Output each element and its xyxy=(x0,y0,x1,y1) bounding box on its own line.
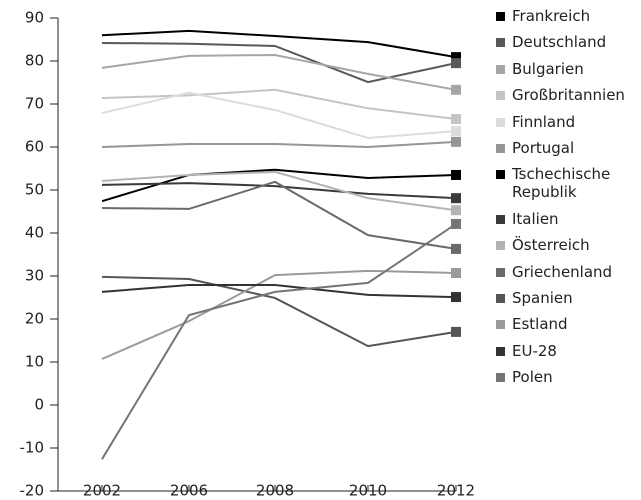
y-tick-label: -20 xyxy=(20,482,45,500)
legend-swatch xyxy=(496,143,505,153)
series-line xyxy=(101,269,457,360)
legend-swatch xyxy=(496,117,505,127)
legend-label: Tschechische Republik xyxy=(512,165,611,202)
legend-swatch xyxy=(496,267,505,277)
end-marker xyxy=(451,326,461,337)
y-tick-label: 0 xyxy=(34,396,44,414)
legend-label: Finnland xyxy=(512,112,576,131)
legend-label: Spanien xyxy=(512,288,573,307)
legend-item: Estland xyxy=(496,315,641,333)
series-line xyxy=(101,275,457,348)
legend-swatch xyxy=(496,91,505,101)
end-marker xyxy=(451,267,461,278)
legend-label: Frankreich xyxy=(512,7,591,25)
end-marker xyxy=(451,169,461,180)
x-tick-label: 2006 xyxy=(170,482,208,500)
y-tick-label: 20 xyxy=(25,310,44,328)
legend-swatch xyxy=(496,64,505,74)
y-tick-label: 30 xyxy=(25,267,44,285)
end-marker xyxy=(451,136,461,147)
series-line xyxy=(101,170,457,212)
legend-label: Italien xyxy=(512,209,559,228)
series-line xyxy=(101,91,457,139)
legend-item: Tschechische Republik xyxy=(496,165,641,201)
x-tick-label: 2012 xyxy=(437,482,475,500)
end-marker xyxy=(451,193,461,204)
end-marker xyxy=(451,84,461,95)
legend-label: Großbritannien xyxy=(512,86,625,105)
series-line xyxy=(101,140,457,149)
legend: Frankreich Deutschland Bulgarien Großbritan… xyxy=(496,7,641,394)
y-tick-label: 40 xyxy=(25,224,44,242)
end-marker xyxy=(451,52,461,63)
legend-label: EU-28 xyxy=(512,341,557,360)
series-line xyxy=(101,53,457,91)
legend-label: Polen xyxy=(512,368,553,387)
y-tick-label: 70 xyxy=(25,95,44,113)
x-tick-label: 2008 xyxy=(256,482,294,500)
legend-swatch xyxy=(496,12,505,21)
legend-label: Bulgarien xyxy=(512,59,584,78)
end-marker xyxy=(451,205,461,216)
legend-item: Großbritannien xyxy=(496,86,641,104)
legend-label: Griechenland xyxy=(512,262,613,281)
x-tick-label: 2010 xyxy=(349,482,387,500)
legend-label: Österreich xyxy=(512,236,590,255)
series-line xyxy=(101,180,457,250)
series-line xyxy=(101,182,457,200)
end-marker xyxy=(451,114,461,125)
legend-item: EU-28 xyxy=(496,342,641,360)
y-tick-label: 60 xyxy=(25,138,44,156)
series-line xyxy=(101,284,457,299)
legend-item: Deutschland xyxy=(496,33,641,51)
y-tick-label: -10 xyxy=(20,439,45,457)
end-marker xyxy=(451,58,461,69)
legend-item: Polen xyxy=(496,368,641,386)
legend-label: Portugal xyxy=(512,138,575,157)
legend-item: Bulgarien xyxy=(496,60,641,78)
y-tick-label: 80 xyxy=(25,52,44,70)
end-marker xyxy=(451,243,461,254)
legend-swatch xyxy=(496,346,505,356)
legend-item: Frankreich xyxy=(496,7,641,25)
series-line xyxy=(101,88,457,121)
y-tick-label: 10 xyxy=(25,353,44,371)
legend-item: Finnland xyxy=(496,113,641,131)
legend-swatch xyxy=(496,170,505,180)
legend-item: Griechenland xyxy=(496,263,641,281)
series-line xyxy=(101,29,457,59)
legend-swatch xyxy=(496,241,505,251)
legend-label: Estland xyxy=(512,315,568,334)
x-tick-label: 2002 xyxy=(83,482,121,500)
legend-item: Portugal xyxy=(496,139,641,157)
legend-swatch xyxy=(496,373,505,383)
series-line xyxy=(101,223,457,460)
legend-item: Italien xyxy=(496,210,641,228)
legend-swatch xyxy=(496,214,505,224)
legend-item: Spanien xyxy=(496,289,641,307)
legend-swatch xyxy=(496,320,505,330)
series-line xyxy=(101,41,457,84)
legend-item: Österreich xyxy=(496,236,641,254)
y-tick-label: 90 xyxy=(25,9,44,27)
end-marker xyxy=(451,126,461,137)
legend-label: Deutschland xyxy=(512,33,607,52)
legend-swatch xyxy=(496,38,505,48)
y-tick-label: 50 xyxy=(25,181,44,199)
end-marker xyxy=(451,292,461,303)
legend-swatch xyxy=(496,293,505,303)
end-marker xyxy=(451,218,461,229)
